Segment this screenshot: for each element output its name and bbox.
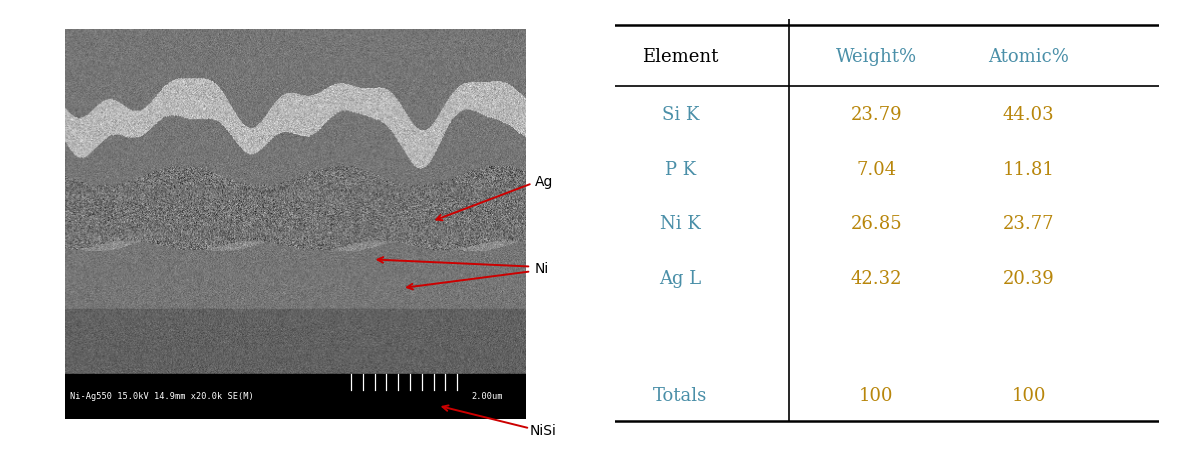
Text: Totals: Totals (653, 387, 707, 405)
Text: Ni K: Ni K (660, 215, 700, 233)
Text: 23.77: 23.77 (1003, 215, 1054, 233)
Text: P K: P K (665, 161, 696, 179)
Text: 2.00um: 2.00um (471, 392, 503, 401)
Text: 44.03: 44.03 (1003, 106, 1054, 124)
Text: 20.39: 20.39 (1003, 270, 1054, 288)
Text: 23.79: 23.79 (851, 106, 903, 124)
Text: Atomic%: Atomic% (988, 48, 1069, 66)
Text: 26.85: 26.85 (851, 215, 903, 233)
Text: Ni-Ag550 15.0kV 14.9mm x20.0k SE(M): Ni-Ag550 15.0kV 14.9mm x20.0k SE(M) (70, 392, 254, 401)
Text: 11.81: 11.81 (1003, 161, 1055, 179)
Text: Ni: Ni (535, 262, 549, 276)
Text: Ag L: Ag L (659, 270, 702, 288)
Text: Ag: Ag (535, 175, 554, 189)
Text: 100: 100 (859, 387, 893, 405)
Text: 100: 100 (1011, 387, 1046, 405)
Bar (65, 374, 526, 419)
Text: Element: Element (642, 48, 718, 66)
Text: Si K: Si K (661, 106, 699, 124)
Text: NiSi: NiSi (530, 424, 557, 438)
Text: 7.04: 7.04 (856, 161, 897, 179)
Text: 42.32: 42.32 (851, 270, 903, 288)
Text: Weight%: Weight% (836, 48, 917, 66)
